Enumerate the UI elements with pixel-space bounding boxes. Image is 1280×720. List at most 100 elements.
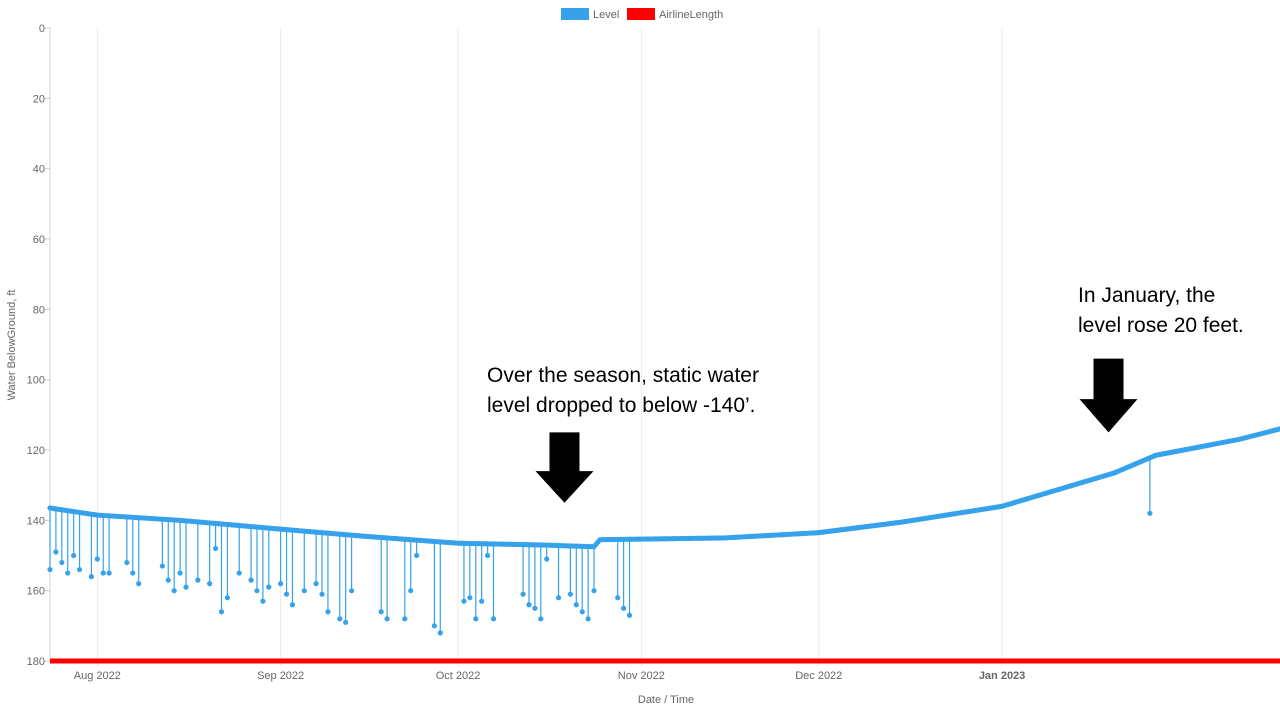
y-tick-label: 40 <box>33 164 45 176</box>
annotation-january-rise: In January, the level rose 20 feet. <box>1078 284 1244 337</box>
level-drawdown-point <box>136 581 142 587</box>
level-drawdown-point <box>301 588 307 594</box>
level-drawdown-point <box>100 570 106 576</box>
level-drawdown-point <box>124 559 130 566</box>
level-drawdown-point <box>177 570 183 576</box>
level-drawdown-point <box>532 605 538 611</box>
level-drawdown-point <box>76 566 83 573</box>
level-drawdown-point <box>278 581 284 587</box>
level-drawdown-point <box>591 588 597 594</box>
level-drawdown-point <box>626 612 633 618</box>
level-drawdown-point <box>490 616 497 622</box>
level-drawdown-point <box>520 591 526 597</box>
level-drawdown-point <box>165 577 171 583</box>
level-drawdown-point <box>325 609 331 615</box>
level-drawdown-point <box>236 570 242 576</box>
level-drawdown-point <box>384 616 390 622</box>
level-drawdown-point <box>212 545 219 552</box>
level-drawdown-point <box>47 566 53 573</box>
level-drawdown-point <box>248 577 254 583</box>
level-drawdown-point <box>378 609 384 615</box>
x-tick-label: Jan 2023 <box>979 670 1025 682</box>
level-drawdown-point <box>260 598 266 604</box>
x-tick-label: Nov 2022 <box>618 670 665 682</box>
y-tick-label: 0 <box>39 23 45 35</box>
level-drawdown-point <box>88 574 94 580</box>
level-drawdown-point <box>526 602 532 608</box>
level-drawdown-point <box>283 591 290 597</box>
level-drawdown-point <box>461 598 467 604</box>
y-axis-title: Water BelowGround, ft <box>6 290 18 401</box>
level-drawdown-point <box>555 595 562 601</box>
level-point <box>1277 426 1280 432</box>
grid-lines <box>96 28 1003 666</box>
y-tick-label: 80 <box>33 304 45 316</box>
level-drawdown-point <box>544 556 550 562</box>
y-tick-label: 100 <box>27 375 45 387</box>
series-level-line <box>49 427 1280 549</box>
level-drawdown-point <box>585 616 591 622</box>
annotation-arrows <box>535 358 1138 503</box>
level-drawdown-point <box>337 616 343 622</box>
down-arrow-icon <box>1079 358 1138 433</box>
level-drawdown-point <box>130 570 136 576</box>
legend-label-airline-length[interactable]: AirlineLength <box>659 9 723 21</box>
y-axis: 0 20 40 60 80 100 120 140 160 180 <box>27 23 51 668</box>
level-drawdown-point <box>437 630 443 636</box>
level-drawdown-point <box>621 605 627 611</box>
legend-swatch-level[interactable] <box>561 8 589 20</box>
y-tick-label: 180 <box>27 656 45 668</box>
annotation-season-drop: Over the season, static water level drop… <box>487 364 759 417</box>
level-drawdown-point <box>573 602 579 608</box>
level-drawdown-point <box>183 584 189 590</box>
level-drawdown-point <box>567 591 573 597</box>
level-drawdown-point <box>414 552 420 559</box>
level-drawdown-point <box>615 595 621 601</box>
x-axis-title: Date / Time <box>638 694 694 706</box>
down-arrow-icon <box>535 432 594 503</box>
y-tick-label: 20 <box>33 93 45 105</box>
level-drawdown-point <box>254 588 260 594</box>
level-drawdown-point <box>171 588 177 594</box>
level-drawdown-point <box>94 556 100 562</box>
x-axis: Aug 2022 Sep 2022 Oct 2022 Nov 2022 Dec 2022… <box>74 670 1026 682</box>
x-tick-label: Dec 2022 <box>795 670 842 682</box>
level-drawdown-point <box>431 623 437 629</box>
level-drawdown-point <box>65 570 71 576</box>
level-drawdown-point <box>218 609 225 615</box>
x-tick-label: Aug 2022 <box>74 670 121 682</box>
level-drawdown-point <box>343 619 349 625</box>
level-drawdown-point <box>195 577 201 583</box>
level-drawdown-point <box>224 595 231 601</box>
level-drawdown-point <box>159 563 165 569</box>
level-drawdown-point <box>1147 510 1153 516</box>
level-drawdown-point <box>289 602 296 608</box>
legend[interactable]: Level AirlineLength <box>561 8 723 21</box>
y-tick-label: 120 <box>27 445 45 457</box>
legend-label-level[interactable]: Level <box>593 9 619 21</box>
level-drawdown-point <box>106 570 112 576</box>
y-tick-label: 160 <box>27 586 45 598</box>
level-drawdown-point <box>484 552 491 559</box>
legend-swatch-airline-length[interactable] <box>627 8 655 20</box>
level-drawdown-point <box>467 595 473 601</box>
y-tick-label: 60 <box>33 234 45 246</box>
x-tick-label: Sep 2022 <box>257 670 304 682</box>
level-drawdown-point <box>53 549 59 555</box>
level-drawdown-point <box>408 588 414 594</box>
y-tick-label: 140 <box>27 515 45 527</box>
level-drawdown-point <box>538 616 544 622</box>
level-drawdown-point <box>402 616 408 622</box>
level-drawdown-point <box>479 598 485 604</box>
level-drawdown-point <box>266 584 272 590</box>
level-drawdown-point <box>71 552 77 559</box>
level-drawdown-point <box>473 616 479 622</box>
level-drawdown-point <box>207 581 213 587</box>
series-layer <box>47 426 1280 664</box>
level-drawdown-point <box>59 559 65 566</box>
level-drawdown-point <box>319 591 325 597</box>
level-drawdown-point <box>313 581 319 587</box>
x-tick-label: Oct 2022 <box>436 670 481 682</box>
level-drawdown-point <box>348 588 355 594</box>
